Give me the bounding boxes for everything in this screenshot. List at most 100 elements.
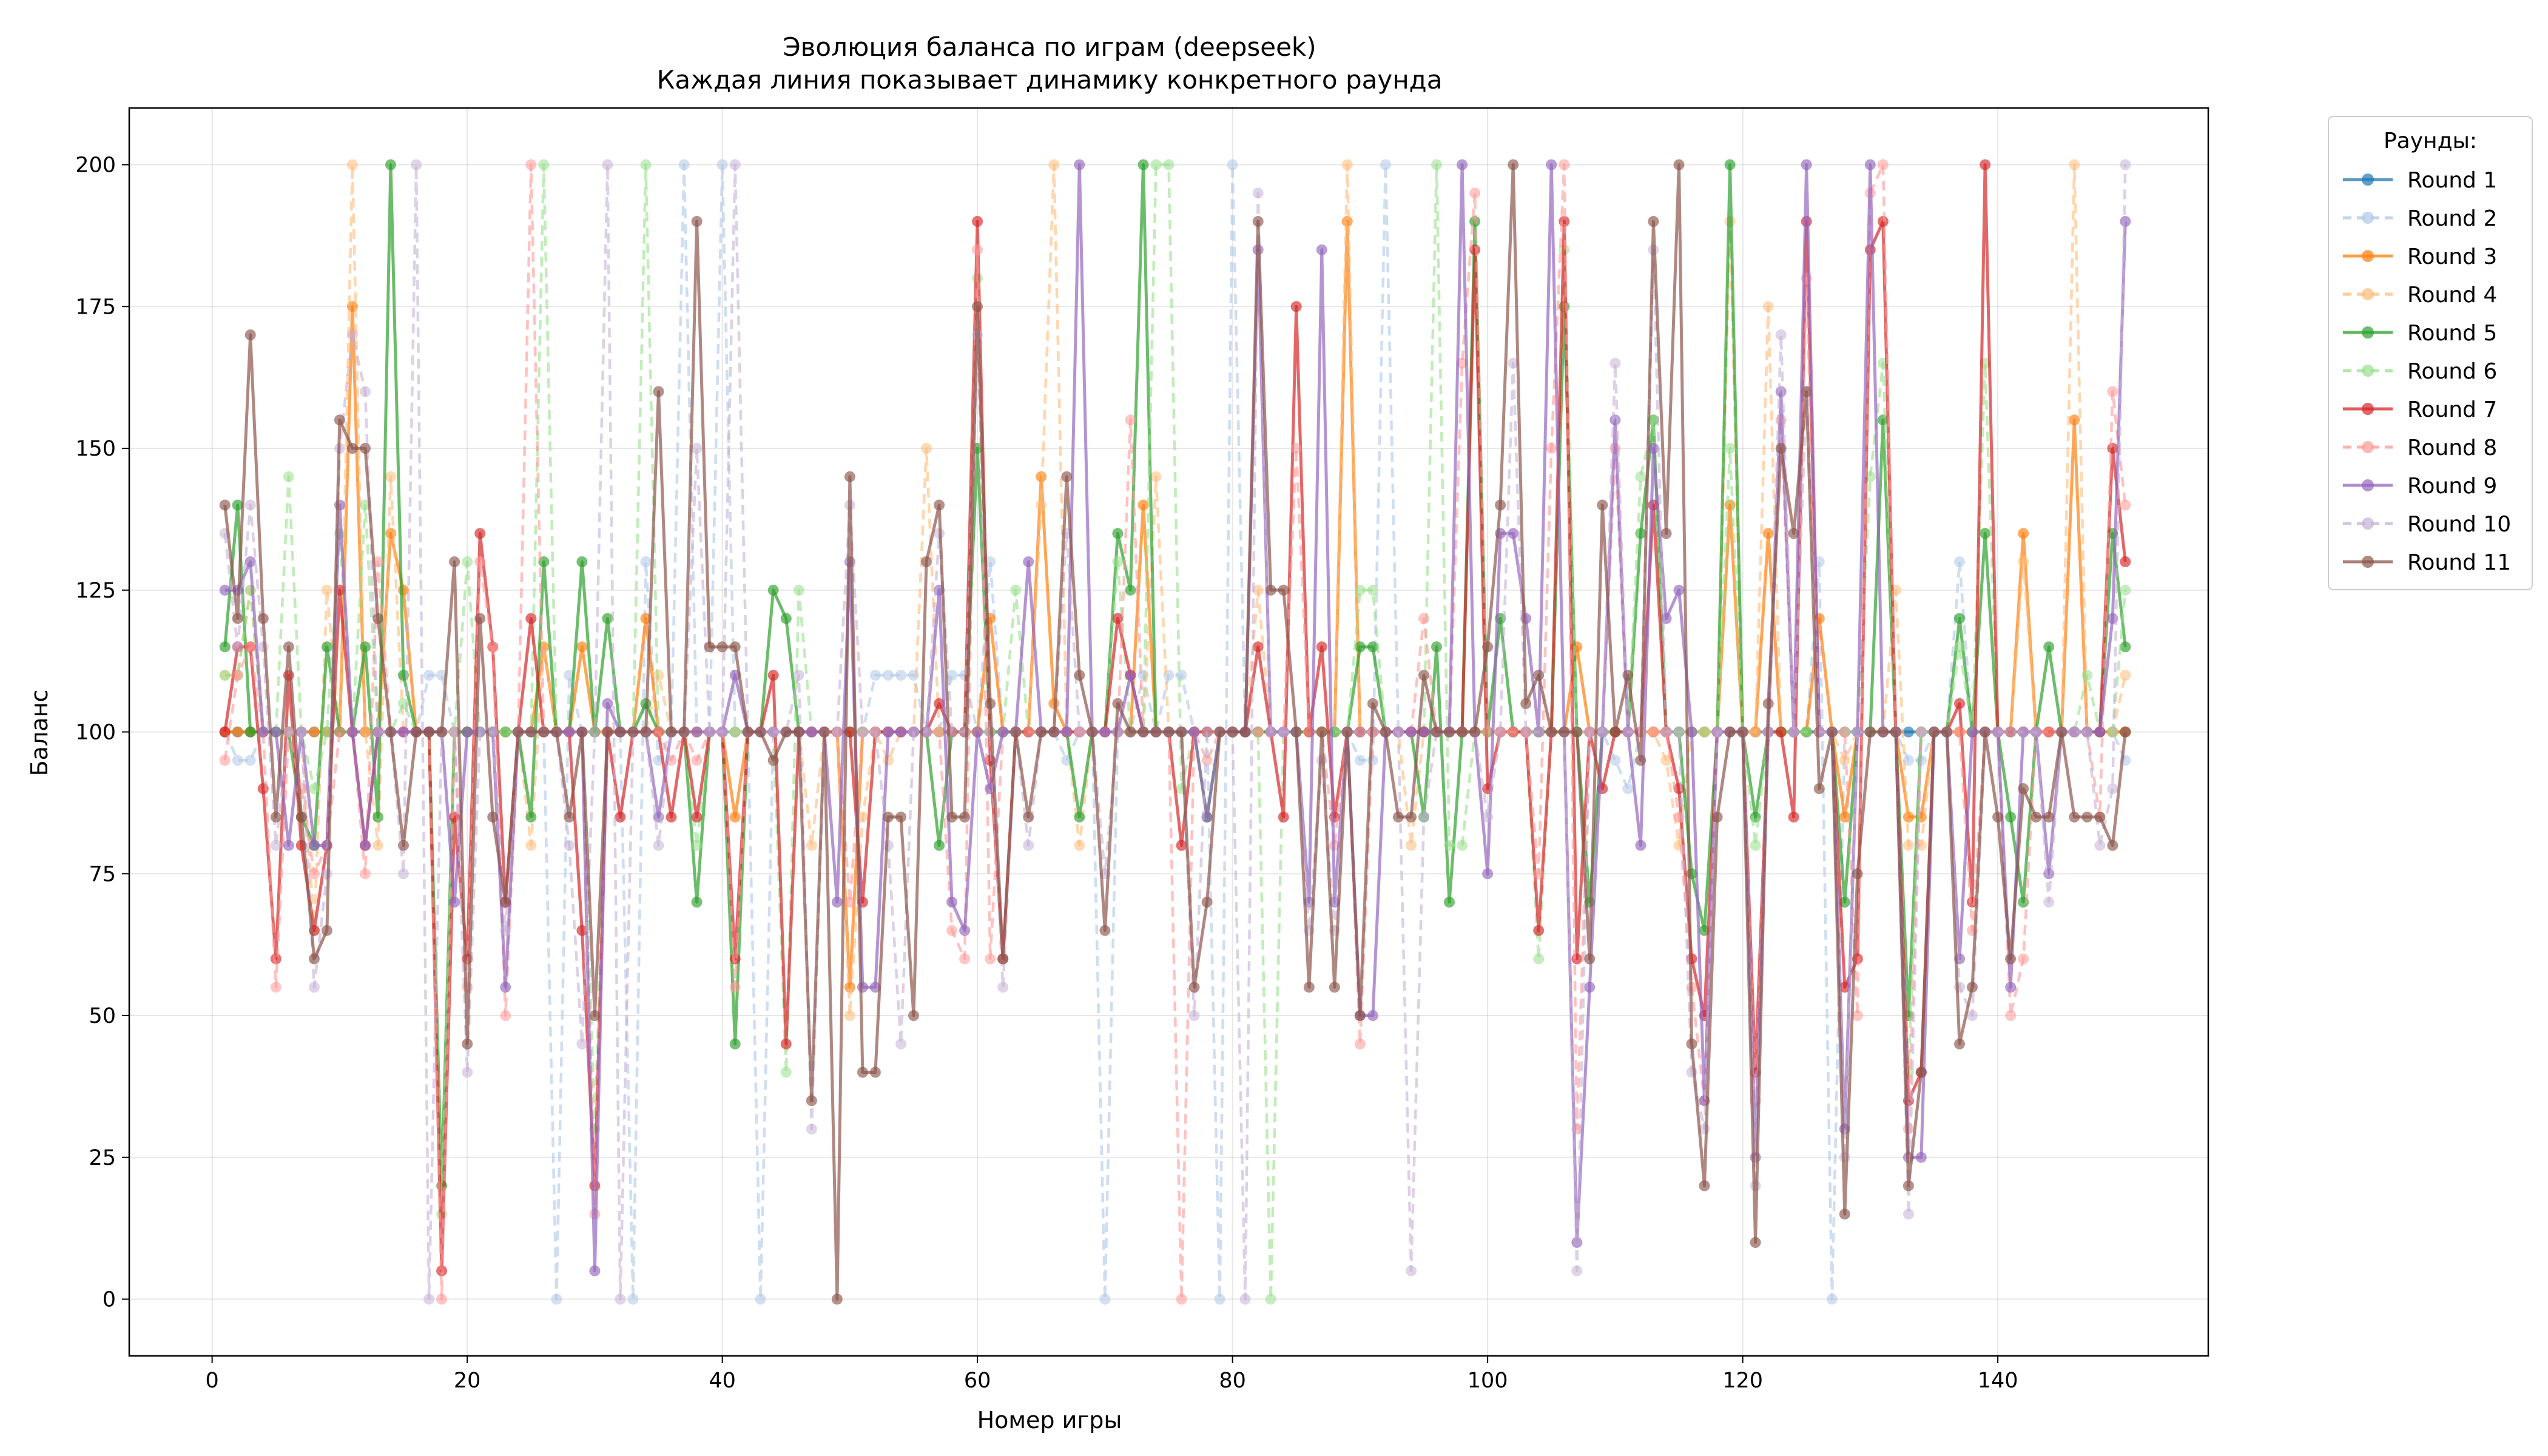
data-point bbox=[1711, 811, 1723, 823]
data-point bbox=[2120, 556, 2131, 567]
data-point bbox=[1915, 726, 1927, 738]
legend-item: Round 5 bbox=[2343, 321, 2497, 346]
data-point bbox=[1750, 1237, 1761, 1248]
data-point bbox=[729, 1038, 741, 1050]
data-point bbox=[1431, 159, 1442, 170]
data-point bbox=[869, 726, 881, 738]
data-point bbox=[283, 471, 294, 482]
data-point bbox=[1533, 925, 1545, 936]
data-point bbox=[1801, 726, 1812, 738]
data-point bbox=[883, 670, 894, 681]
data-point bbox=[1176, 726, 1187, 738]
data-point bbox=[2018, 556, 2029, 567]
data-point bbox=[1074, 726, 1085, 738]
data-point bbox=[449, 726, 460, 738]
legend-swatch-marker bbox=[2362, 365, 2374, 377]
data-point bbox=[525, 811, 537, 823]
data-point bbox=[321, 584, 332, 596]
data-point bbox=[1176, 840, 1187, 851]
data-point bbox=[1074, 840, 1085, 851]
data-point bbox=[1125, 414, 1136, 426]
data-point bbox=[1890, 726, 1901, 738]
data-point bbox=[767, 584, 779, 596]
y-tick-label: 175 bbox=[75, 295, 116, 319]
data-point bbox=[1482, 641, 1494, 653]
legend-title: Раунды: bbox=[2384, 129, 2477, 153]
data-point bbox=[895, 726, 906, 738]
data-point bbox=[1508, 726, 1519, 738]
data-point bbox=[742, 726, 753, 738]
data-point bbox=[716, 641, 728, 653]
data-point bbox=[2107, 386, 2118, 397]
data-point bbox=[857, 811, 868, 823]
data-point bbox=[385, 726, 396, 738]
y-tick-label: 50 bbox=[89, 1004, 116, 1028]
data-point bbox=[1635, 755, 1646, 766]
data-point bbox=[1252, 726, 1264, 738]
data-point bbox=[793, 584, 804, 596]
data-point bbox=[1839, 755, 1850, 766]
data-point bbox=[1673, 584, 1685, 596]
data-point bbox=[831, 897, 843, 908]
data-point bbox=[1201, 726, 1213, 738]
data-point bbox=[257, 613, 269, 624]
data-point bbox=[615, 811, 626, 823]
data-point bbox=[1533, 670, 1545, 681]
data-point bbox=[1099, 925, 1111, 936]
data-point bbox=[1852, 726, 1863, 738]
data-point bbox=[869, 670, 881, 681]
data-point bbox=[346, 443, 358, 454]
data-point bbox=[525, 840, 537, 851]
data-point bbox=[959, 811, 971, 823]
data-point bbox=[844, 897, 855, 908]
data-point bbox=[985, 953, 996, 965]
data-point bbox=[997, 982, 1009, 993]
data-point bbox=[2005, 726, 2017, 738]
data-point bbox=[411, 726, 422, 738]
data-point bbox=[244, 726, 256, 738]
data-point bbox=[1635, 471, 1646, 482]
data-point bbox=[1673, 726, 1685, 738]
data-point bbox=[1584, 726, 1596, 738]
data-point bbox=[551, 726, 562, 738]
data-point bbox=[1354, 1038, 1366, 1050]
legend-swatch-marker bbox=[2362, 288, 2374, 300]
data-point bbox=[895, 1038, 906, 1050]
data-point bbox=[1188, 726, 1200, 738]
data-point bbox=[1915, 1151, 1927, 1163]
data-point bbox=[1227, 159, 1238, 170]
legend-swatch-marker bbox=[2362, 441, 2374, 453]
data-point bbox=[1839, 982, 1850, 993]
data-point bbox=[346, 159, 358, 170]
x-axis-label: Номер игры bbox=[977, 1407, 1122, 1434]
data-point bbox=[1788, 726, 1799, 738]
data-point bbox=[1737, 726, 1748, 738]
data-point bbox=[244, 329, 256, 340]
data-point bbox=[946, 811, 958, 823]
data-point bbox=[244, 641, 256, 653]
data-point bbox=[780, 1067, 792, 1078]
data-point bbox=[1239, 726, 1251, 738]
data-point bbox=[2069, 811, 2080, 823]
data-point bbox=[346, 329, 358, 340]
data-point bbox=[627, 726, 639, 738]
data-point bbox=[2043, 641, 2055, 653]
data-point bbox=[308, 982, 320, 993]
data-point bbox=[946, 897, 958, 908]
data-point bbox=[372, 811, 383, 823]
data-point bbox=[1711, 726, 1723, 738]
data-point bbox=[1673, 159, 1685, 170]
data-point bbox=[1023, 840, 1034, 851]
data-point bbox=[2005, 953, 2017, 965]
data-point bbox=[1724, 159, 1736, 170]
x-tick-label: 60 bbox=[964, 1369, 991, 1393]
data-point bbox=[1418, 726, 1429, 738]
data-point bbox=[678, 726, 690, 738]
data-point bbox=[1622, 726, 1634, 738]
data-point bbox=[985, 698, 996, 709]
data-point bbox=[283, 840, 294, 851]
data-point bbox=[1750, 726, 1761, 738]
legend-item: Round 4 bbox=[2343, 283, 2497, 308]
data-point bbox=[270, 982, 281, 993]
data-point bbox=[1495, 499, 1506, 511]
